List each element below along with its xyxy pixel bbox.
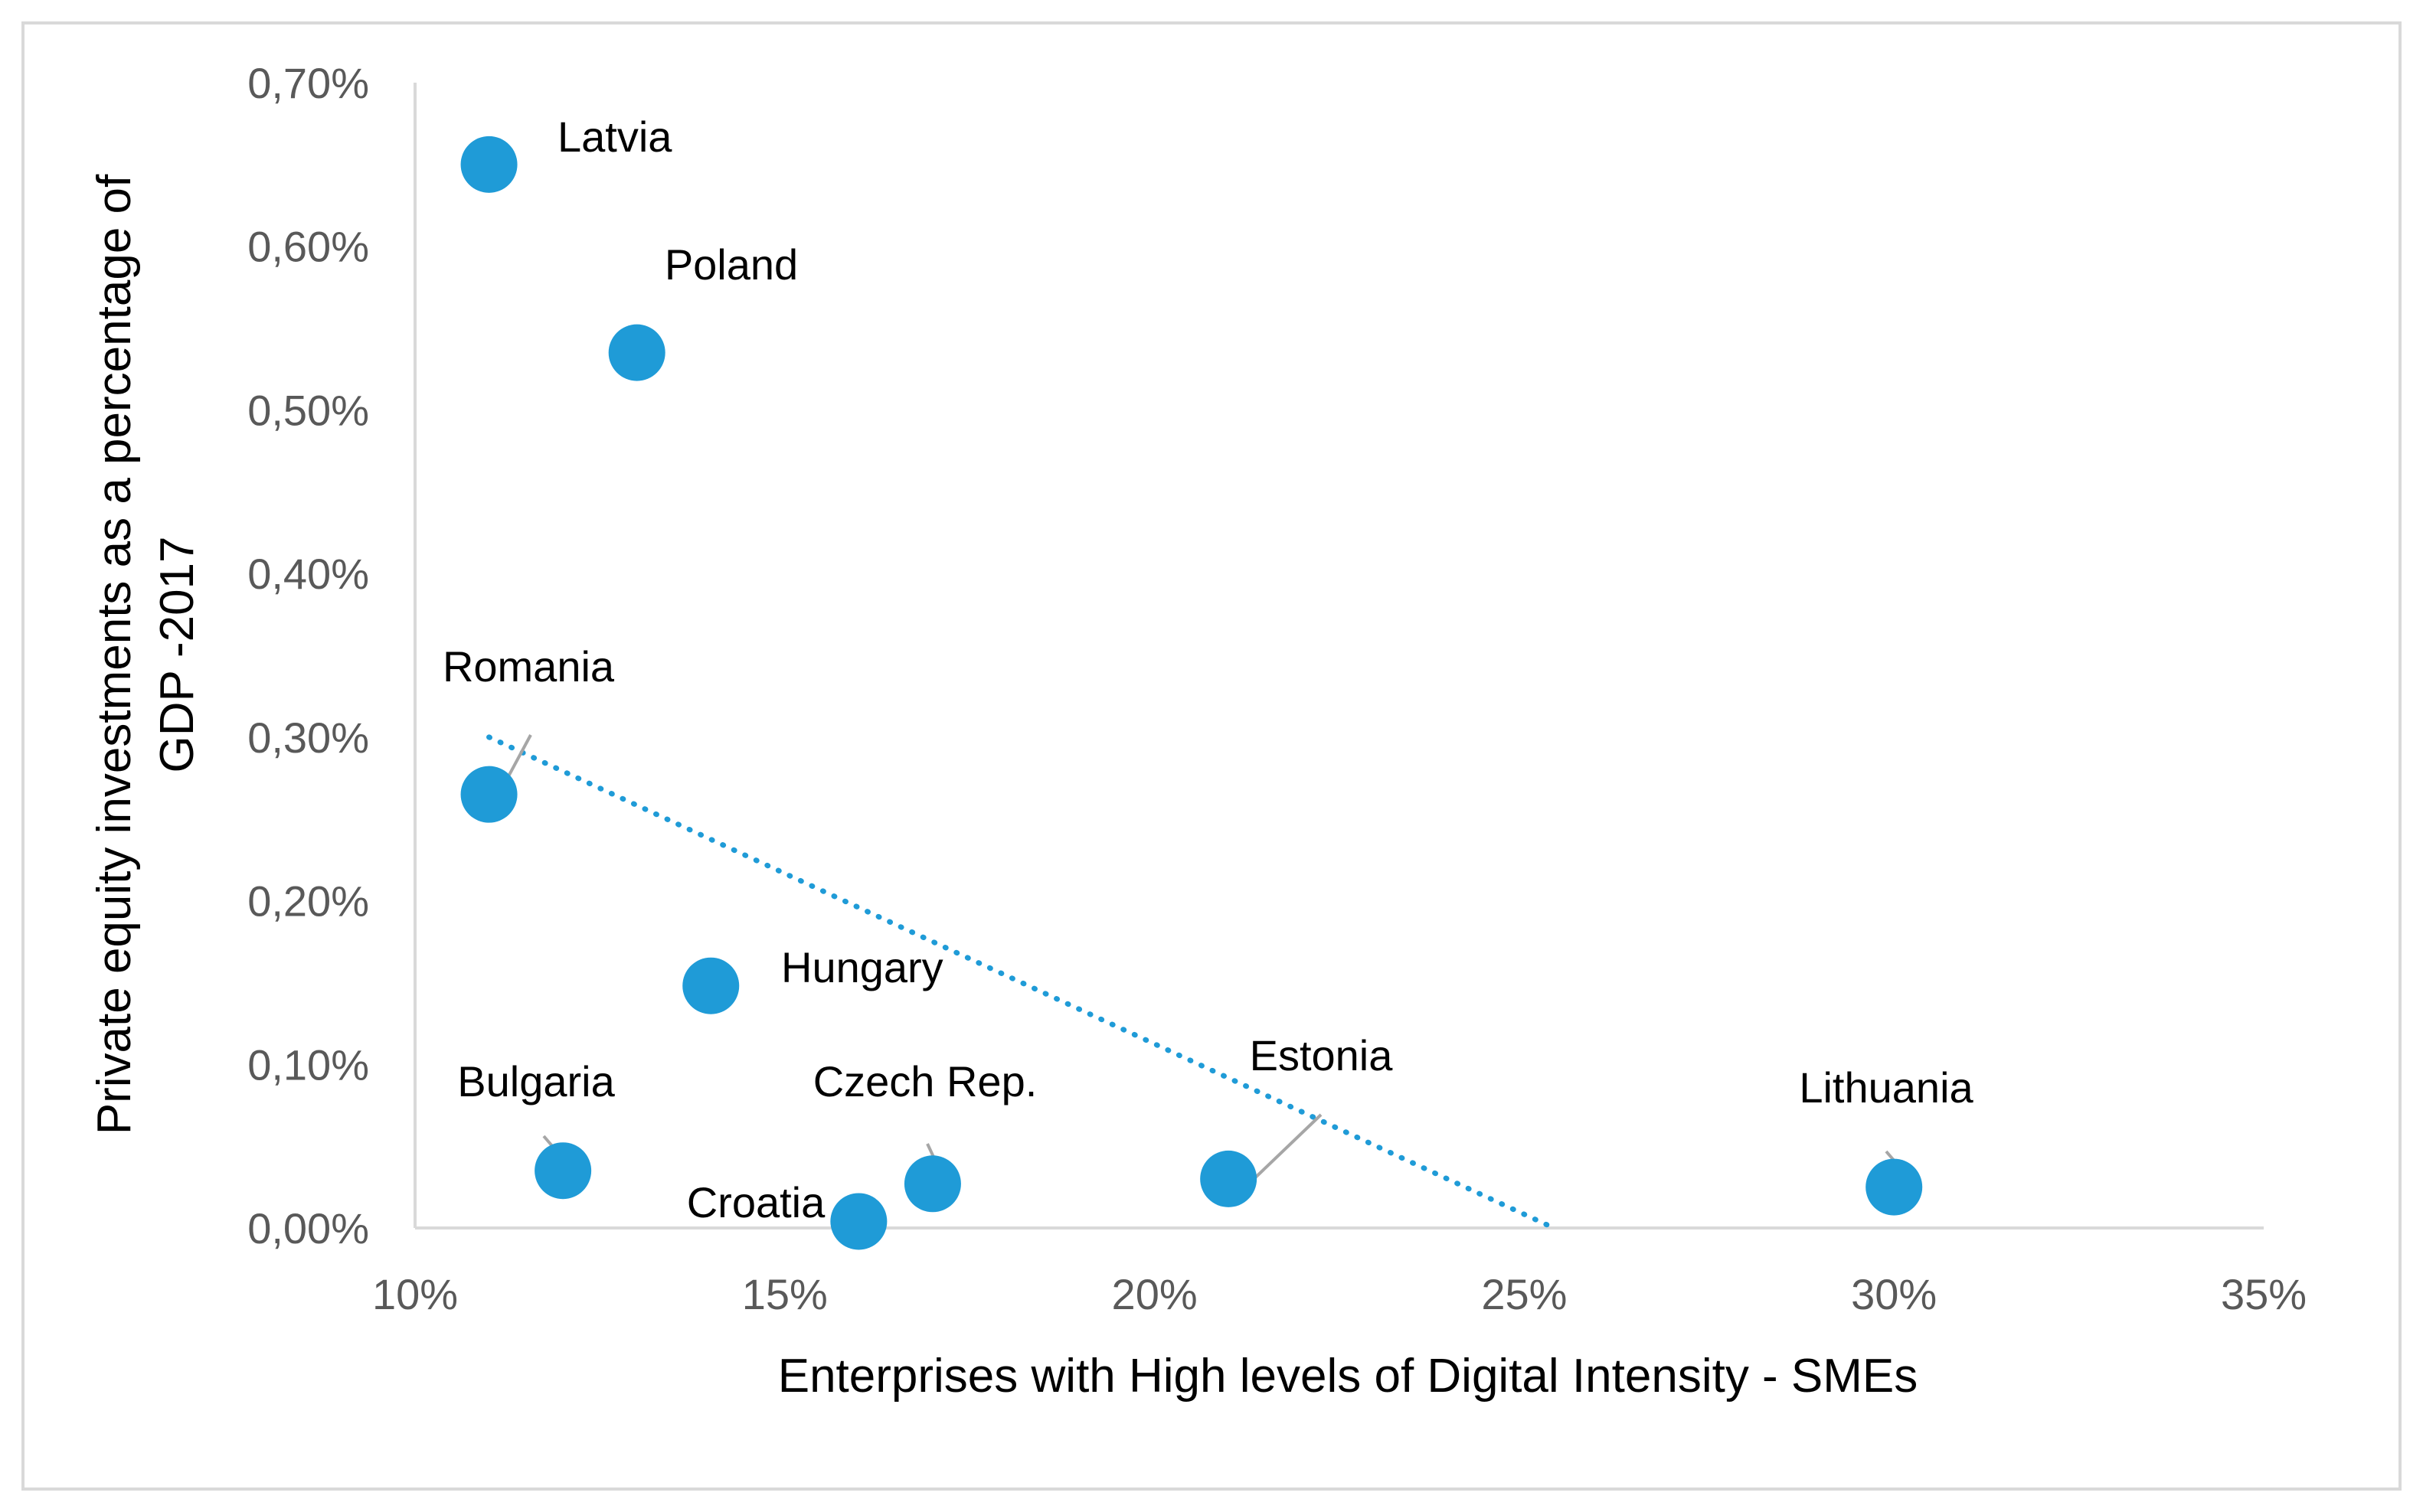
point-label-latvia: Latvia [558, 113, 672, 161]
point-label-czech-rep-: Czech Rep. [813, 1057, 1038, 1105]
y-tick-label-6: 0,60% [247, 223, 369, 271]
y-tick-label-5: 0,50% [247, 386, 369, 434]
axes [414, 83, 2264, 1230]
data-point-czech-rep- [904, 1155, 961, 1213]
data-point-estonia [1200, 1150, 1257, 1207]
x-tick-label-1: 15% [742, 1270, 828, 1318]
data-points [460, 136, 1923, 1250]
y-tick-label-2: 0,20% [247, 877, 369, 926]
y-tick-label-0: 0,00% [247, 1204, 369, 1252]
data-point-lithuania [1865, 1158, 1923, 1216]
x-tick-label-5: 35% [2221, 1270, 2307, 1318]
data-point-hungary [682, 957, 740, 1014]
y-tick-label-7: 0,70% [247, 59, 369, 107]
y-tick-label-3: 0,30% [247, 714, 369, 762]
point-label-bulgaria: Bulgaria [457, 1057, 615, 1105]
x-axis-title: Enterprises with High levels of Digital … [778, 1350, 1918, 1403]
y-axis-title-line-1: Private equity investments as a percenta… [88, 174, 141, 1135]
leader-line-7 [1247, 1113, 1323, 1186]
y-tick-labels: 0,00% 0,10% 0,20% 0,30% 0,40% 0,50% 0,60% 0,70% [247, 59, 369, 1252]
point-label-croatia: Croatia [687, 1178, 826, 1226]
point-label-romania: Romania [443, 642, 615, 691]
y-tick-label-1: 0,10% [247, 1040, 369, 1089]
data-point-latvia [460, 136, 518, 193]
point-label-lithuania: Lithuania [1799, 1063, 1973, 1112]
data-point-romania [460, 766, 518, 823]
x-tick-labels: 10% 15% 20% 25% 30% 35% [372, 1270, 2307, 1318]
x-tick-label-0: 10% [372, 1270, 458, 1318]
point-labels: Latvia Poland Romania Hungary Bulgaria Croati… [443, 113, 1974, 1226]
y-axis-title-line-2: GDP -2017 [151, 536, 204, 772]
x-tick-label-3: 25% [1481, 1270, 1567, 1318]
point-label-poland: Poland [665, 240, 798, 289]
point-label-hungary: Hungary [781, 943, 943, 991]
data-point-poland [608, 324, 665, 381]
trendline [486, 734, 1557, 1231]
x-tick-label-2: 20% [1112, 1270, 1198, 1318]
point-label-estonia: Estonia [1250, 1031, 1394, 1079]
y-tick-label-4: 0,40% [247, 550, 369, 598]
x-tick-label-4: 30% [1851, 1270, 1937, 1318]
data-point-croatia [830, 1193, 888, 1250]
chart-frame [21, 21, 2402, 1491]
data-point-bulgaria [535, 1142, 592, 1200]
